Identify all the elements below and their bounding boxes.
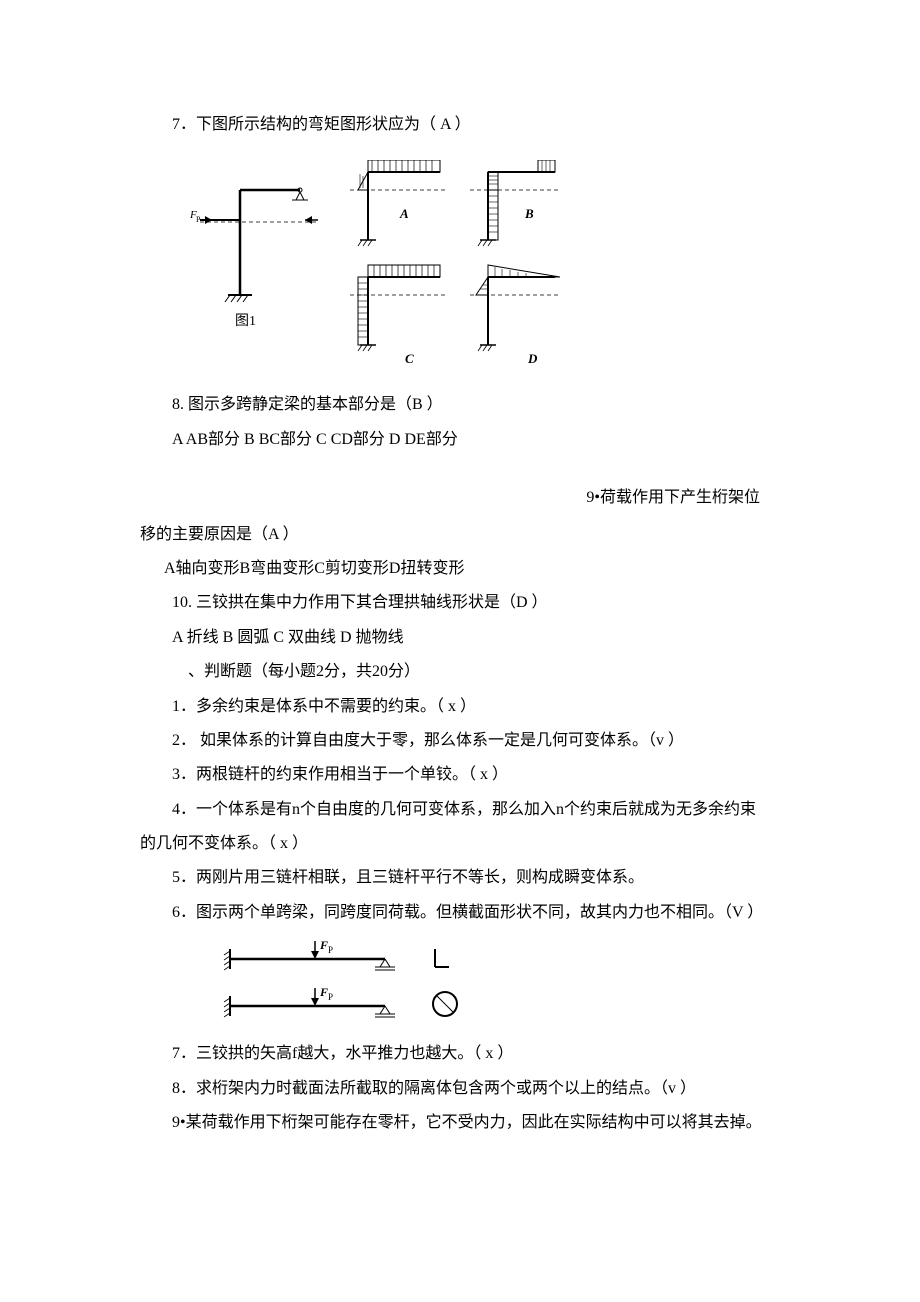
tf1: 1．多余约束是体系中不需要的约束。（ x ）: [140, 692, 780, 722]
beam1-fp: F: [319, 938, 328, 952]
q10-opts: A 折线 B 圆弧 C 双曲线 D 抛物线: [140, 623, 780, 653]
q7-diagram-area: F P 图1: [190, 160, 780, 370]
q7-text: 7．下图所示结构的弯矩图形状应为（ A ）: [140, 110, 780, 140]
q9-right: 9•荷载作用下产生桁架位: [140, 483, 780, 513]
opt-c-label: C: [405, 351, 414, 366]
fig1-group: F P 图1: [190, 188, 318, 329]
beam-svg: F P F P: [220, 936, 520, 1031]
q8-line2: A AB部分 B BC部分 C CD部分 D DE部分: [140, 425, 780, 455]
tf6: 6．图示两个单跨梁，同跨度同荷载。但横截面形状不同，故其内力也不相同。（V ）: [140, 898, 780, 928]
q10-text: 10. 三铰拱在集中力作用下其合理拱轴线形状是（D ）: [140, 588, 780, 618]
opt-b-group: B: [470, 160, 560, 246]
opt-a-group: A: [350, 160, 445, 246]
tf5: 5．两刚片用三链杆相联，且三链杆平行不等长，则构成瞬变体系。: [140, 863, 780, 893]
fp-left-sub: P: [196, 215, 201, 224]
tf7: 7．三铰拱的矢高f越大，水平推力也越大。（ x ）: [140, 1039, 780, 1069]
q9-cont: 移的主要原因是（A ）: [140, 520, 780, 550]
tf4a: 4．一个体系是有n个自由度的几何可变体系，那么加入n个约束后就成为无多余约束: [140, 795, 780, 825]
opt-b-label: B: [524, 206, 534, 221]
section2-title: 、判断题（每小题2分，共20分）: [140, 657, 780, 687]
opt-a-label: A: [399, 206, 409, 221]
beam2-fp-sub: P: [328, 992, 333, 1002]
tf9: 9•某荷载作用下桁架可能存在零杆，它不受内力，因此在实际结构中可以将其去掉。: [140, 1108, 780, 1138]
tf3: 3．两根链杆的约束作用相当于一个单铰。（ x ）: [140, 760, 780, 790]
opt-d-group: D: [470, 265, 560, 366]
tf4b: 的几何不变体系。（ x ）: [140, 829, 780, 859]
q9-opts: A轴向变形B弯曲变形C剪切变形D扭转变形: [140, 554, 780, 584]
beam2-fp: F: [319, 985, 328, 999]
opt-c-group: C: [350, 265, 445, 366]
tf8: 8．求桁架内力时截面法所截取的隔离体包含两个或两个以上的结点。（v ）: [140, 1074, 780, 1104]
tf2: 2． 如果体系的计算自由度大于零，那么体系一定是几何可变体系。（v ）: [140, 726, 780, 756]
q8-line1: 8. 图示多跨静定梁的基本部分是（B ）: [140, 390, 780, 420]
q7-diagrams-svg: F P 图1: [190, 160, 570, 370]
opt-d-label: D: [527, 351, 538, 366]
q6-beam-diagram: F P F P: [220, 936, 780, 1031]
fig1-label: 图1: [235, 314, 256, 329]
beam1-fp-sub: P: [328, 945, 333, 955]
